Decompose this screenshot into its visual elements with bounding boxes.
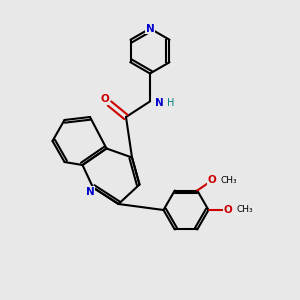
Text: N: N — [155, 98, 164, 108]
Text: O: O — [100, 94, 109, 104]
Text: H: H — [167, 98, 175, 108]
Text: CH₃: CH₃ — [220, 176, 237, 184]
Text: O: O — [224, 205, 232, 215]
Text: N: N — [146, 23, 154, 34]
Text: N: N — [85, 187, 94, 197]
Text: O: O — [208, 175, 217, 185]
Text: CH₃: CH₃ — [236, 206, 253, 214]
